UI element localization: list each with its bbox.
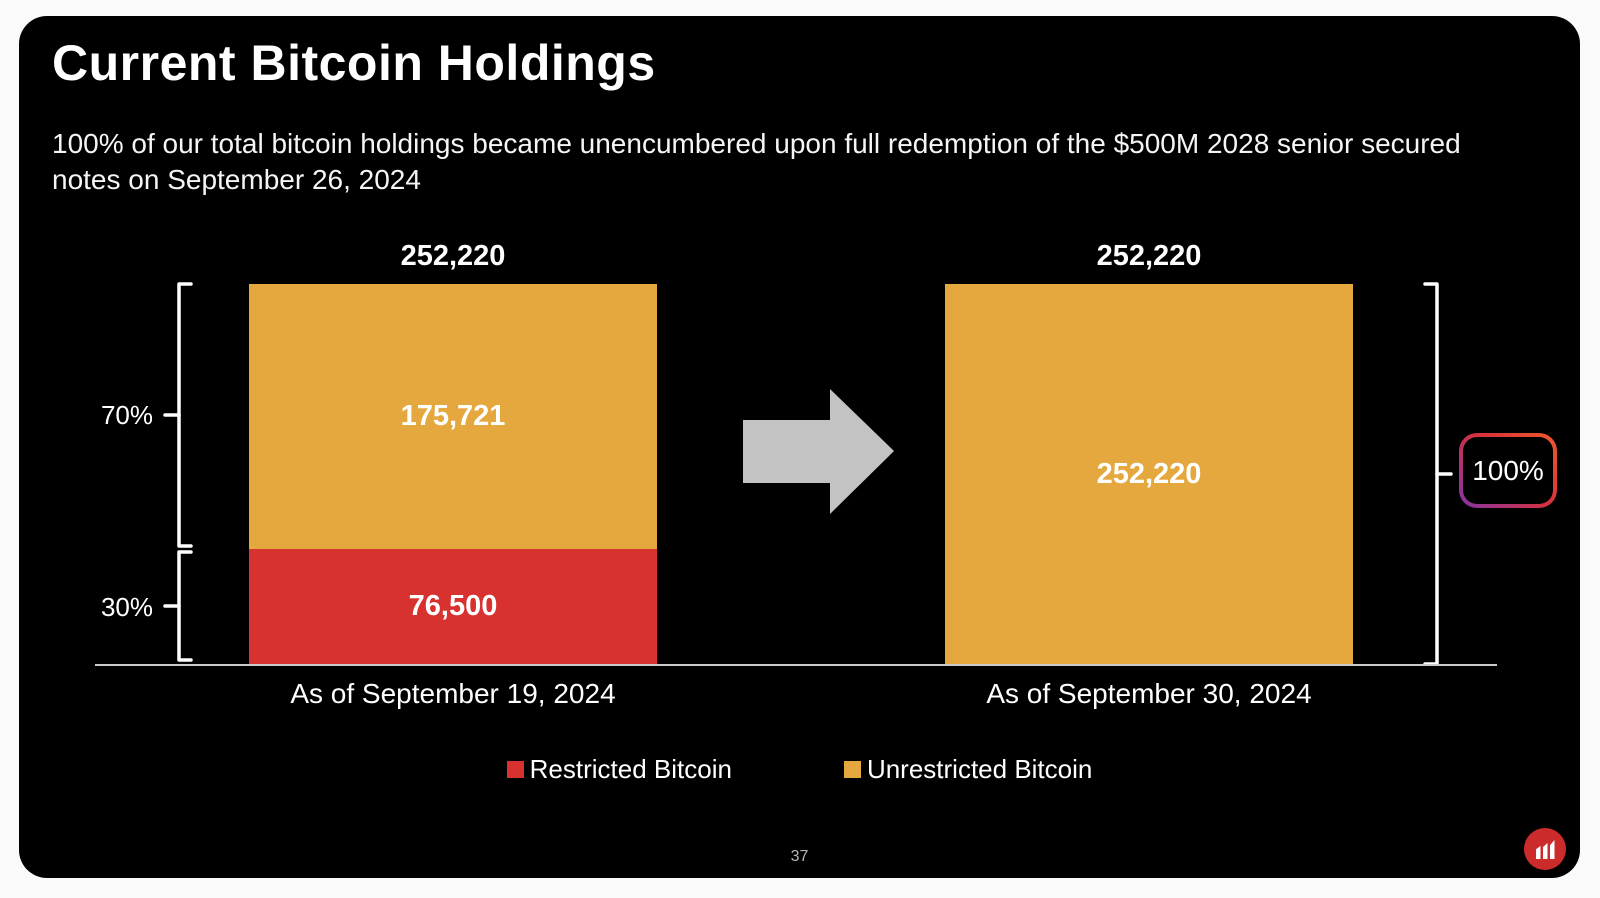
chart-legend: Restricted Bitcoin Unrestricted Bitcoin bbox=[19, 754, 1580, 785]
restricted-legend-swatch-icon bbox=[506, 761, 524, 778]
bar1-unrestricted-segment: 175,721 bbox=[249, 284, 657, 549]
mara-logo-icon bbox=[1524, 828, 1566, 870]
bar-september-19: 175,721 76,500 bbox=[249, 284, 657, 664]
bar-september-30: 252,220 bbox=[945, 284, 1353, 664]
page-title: Current Bitcoin Holdings bbox=[52, 35, 656, 91]
bar1-unrestricted-value: 175,721 bbox=[400, 400, 506, 432]
block-arrow-right-icon bbox=[743, 389, 894, 514]
pct-label-70: 70% bbox=[100, 400, 153, 430]
pct-badge-100-label: 100% bbox=[1472, 454, 1544, 486]
left-30pct-bracket-icon bbox=[163, 550, 193, 662]
slide: Current Bitcoin Holdings 100% of our tot… bbox=[19, 16, 1580, 878]
mara-logo-bars bbox=[1535, 840, 1555, 859]
right-100pct-bracket-icon bbox=[1423, 282, 1453, 666]
bar1-total-label: 252,220 bbox=[400, 240, 506, 272]
legend-item-restricted: Restricted Bitcoin bbox=[506, 754, 732, 785]
unrestricted-legend-swatch-icon bbox=[843, 761, 861, 778]
x-axis-line bbox=[95, 664, 1497, 666]
bar2-total-label: 252,220 bbox=[1096, 240, 1202, 272]
pct-badge-100: 100% bbox=[1459, 433, 1557, 508]
pct-label-30: 30% bbox=[100, 592, 153, 622]
category-label-sep30: As of September 30, 2024 bbox=[986, 678, 1312, 709]
bar1-restricted-value: 76,500 bbox=[408, 590, 498, 622]
bar1-restricted-segment: 76,500 bbox=[249, 549, 657, 664]
bar2-unrestricted-value: 252,220 bbox=[1096, 457, 1202, 490]
page-number: 37 bbox=[790, 848, 809, 865]
legend-item-unrestricted: Unrestricted Bitcoin bbox=[843, 754, 1093, 785]
restricted-legend-label: Restricted Bitcoin bbox=[529, 754, 732, 784]
category-label-sep19: As of September 19, 2024 bbox=[290, 678, 616, 709]
subtitle-line-1: 100% of our total bitcoin holdings becam… bbox=[52, 128, 1461, 159]
left-70pct-bracket-icon bbox=[163, 282, 193, 548]
bar2-unrestricted-segment: 252,220 bbox=[945, 284, 1353, 664]
unrestricted-legend-label: Unrestricted Bitcoin bbox=[866, 754, 1093, 784]
subtitle-line-2: notes on September 26, 2024 bbox=[52, 164, 421, 195]
page-subtitle: 100% of our total bitcoin holdings becam… bbox=[52, 126, 1461, 198]
